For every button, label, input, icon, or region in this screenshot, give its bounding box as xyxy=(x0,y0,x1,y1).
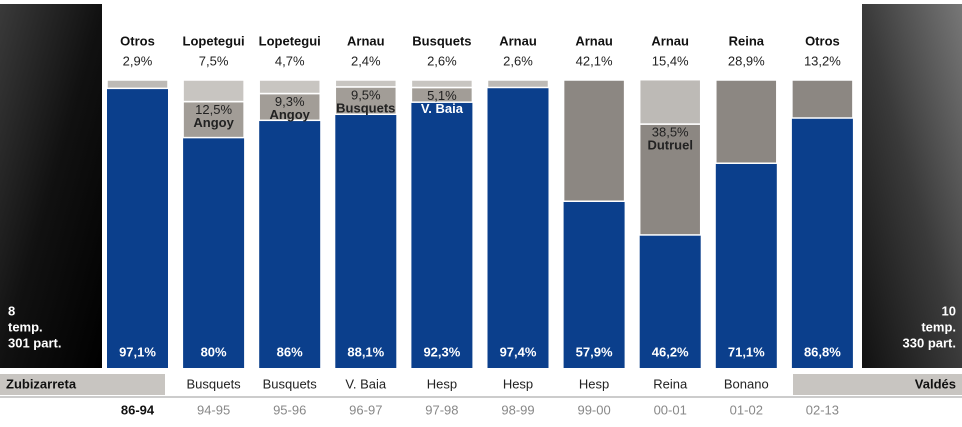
season-label: 98-99 xyxy=(501,402,534,417)
photo-stat: 301 part. xyxy=(8,335,61,350)
segment-name: Arnau xyxy=(347,33,385,48)
keeper-name: Hesp xyxy=(579,376,609,391)
photo-stat: 8 xyxy=(8,303,15,318)
segment-label: 9,3% xyxy=(275,94,305,109)
keeper-name: Hesp xyxy=(503,376,533,391)
segment-name: Dutruel xyxy=(647,138,693,153)
segment-label: 9,5% xyxy=(351,87,381,102)
keeper-name: Reina xyxy=(653,376,688,391)
bar xyxy=(791,118,853,369)
bar xyxy=(335,114,397,368)
segment xyxy=(638,123,702,236)
keeper-band-left xyxy=(0,374,165,395)
segment xyxy=(106,79,169,90)
segment-name: V. Baia xyxy=(421,101,464,116)
keeper-band-right xyxy=(793,374,962,395)
segment-label: 28,9% xyxy=(728,53,765,68)
segment-name: Arnau xyxy=(651,33,689,48)
bar xyxy=(563,201,625,368)
keeper-name: Busquets xyxy=(263,376,318,391)
value-label: 71,1% xyxy=(728,344,765,359)
segment xyxy=(258,92,321,122)
segment-label: 2,4% xyxy=(351,53,381,68)
photo-stat: temp. xyxy=(921,319,956,334)
season-label: 94-95 xyxy=(197,402,230,417)
photo-stat: temp. xyxy=(8,319,43,334)
keeper-name: Busquets xyxy=(186,376,241,391)
segment xyxy=(486,79,550,89)
value-label: 88,1% xyxy=(347,344,384,359)
season-label: 86-94 xyxy=(121,402,155,417)
segment xyxy=(715,79,778,164)
season-label: 95-96 xyxy=(273,402,306,417)
bar xyxy=(107,88,168,369)
photo-stat: 330 part. xyxy=(903,335,956,350)
segment-name: Lopetegui xyxy=(259,33,321,48)
segment-name: Angoy xyxy=(193,115,234,130)
season-label: 96-97 xyxy=(349,402,382,417)
value-label: 86,8% xyxy=(804,344,841,359)
segment xyxy=(334,79,398,88)
segment-label: 15,4% xyxy=(652,53,689,68)
segment-label: 5,1% xyxy=(427,88,457,103)
segment-name: Busquets xyxy=(336,100,395,115)
segment-name: Angoy xyxy=(269,107,310,122)
segment-name: Lopetegui xyxy=(183,33,245,48)
segment xyxy=(562,79,626,202)
value-label: 57,9% xyxy=(576,344,613,359)
keeper-name: Zubizarreta xyxy=(6,376,77,391)
value-label: 86% xyxy=(277,344,303,359)
segment-label: 38,5% xyxy=(652,125,689,140)
segment-label: 2,9% xyxy=(123,53,153,68)
season-label: 97-98 xyxy=(425,402,458,417)
photo-stat: 10 xyxy=(942,303,956,318)
segment-label: 2,6% xyxy=(427,53,457,68)
segment-label: 4,7% xyxy=(275,53,305,68)
segment-name: Otros xyxy=(805,33,840,48)
bar xyxy=(183,137,245,368)
bar xyxy=(639,234,701,368)
value-label: 46,2% xyxy=(652,344,689,359)
season-label: 99-00 xyxy=(577,402,610,417)
segment-name: Arnau xyxy=(499,33,537,48)
segment-name: Arnau xyxy=(575,33,613,48)
segment xyxy=(791,79,854,119)
photo-right xyxy=(862,4,962,368)
photo-left xyxy=(0,4,102,368)
segment xyxy=(258,79,321,95)
keeper-name: V. Baia xyxy=(345,376,386,391)
segment-name: Busquets xyxy=(412,33,471,48)
bar xyxy=(715,163,777,368)
segment xyxy=(638,78,702,125)
segment xyxy=(182,79,245,103)
keeper-name: Hesp xyxy=(427,376,457,391)
season-label: 01-02 xyxy=(730,402,763,417)
value-label: 80% xyxy=(201,344,227,359)
segment-label: 7,5% xyxy=(199,53,229,68)
segment-name: Otros xyxy=(120,33,155,48)
season-label: 02-13 xyxy=(806,402,839,417)
segment-label: 42,1% xyxy=(576,53,613,68)
value-label: 97,4% xyxy=(500,344,537,359)
bar xyxy=(259,120,321,368)
segment-label: 12,5% xyxy=(195,102,232,117)
keeper-name: Bonano xyxy=(724,376,769,391)
keeper-name: Valdés xyxy=(915,376,956,391)
value-label: 92,3% xyxy=(423,344,460,359)
season-label: 00-01 xyxy=(654,402,687,417)
value-label: 97,1% xyxy=(119,344,156,359)
bar xyxy=(487,87,549,368)
segment-label: 13,2% xyxy=(804,53,841,68)
segment-label: 2,6% xyxy=(503,53,533,68)
bar xyxy=(411,102,473,369)
segment xyxy=(410,79,474,89)
segment-name: Reina xyxy=(729,33,765,48)
